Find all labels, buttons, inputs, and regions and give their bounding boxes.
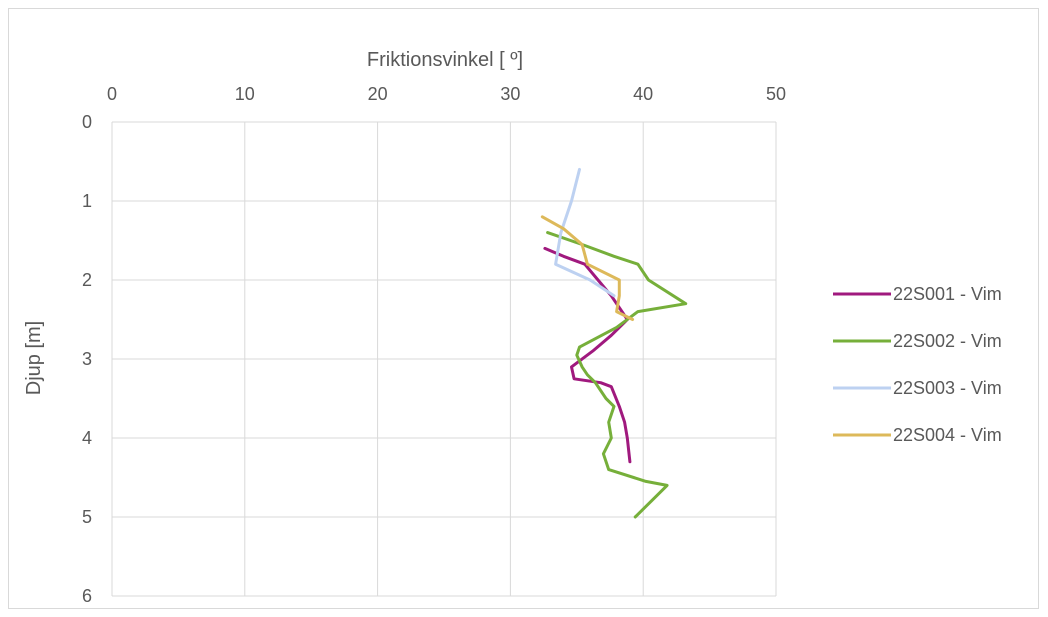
- x-tick-label: 10: [235, 84, 255, 104]
- x-tick-label: 30: [500, 84, 520, 104]
- series-line-22s003-vim: [554, 167, 616, 298]
- x-axis-title: Friktionsvinkel [ º]: [367, 49, 523, 71]
- legend-label: 22S001 - Vim: [893, 284, 1002, 304]
- chart-frame: [8, 8, 1039, 609]
- grid: [111, 121, 777, 597]
- y-tick-label: 4: [82, 428, 92, 448]
- y-tick-label: 0: [82, 112, 92, 132]
- legend: 22S001 - Vim 22S002 - Vim 22S003 - Vim 22S0…: [833, 284, 1002, 445]
- legend-label: 22S002 - Vim: [893, 331, 1002, 351]
- y-tick-label: 2: [82, 270, 92, 290]
- x-tick-labels: 0 10 20 30 40 50: [107, 84, 786, 104]
- x-tick-label: 40: [633, 84, 653, 104]
- x-tick-label: 50: [766, 84, 786, 104]
- series-line-22s002-vim: [546, 231, 688, 519]
- x-tick-label: 20: [368, 84, 388, 104]
- y-axis-title: Djup [m]: [23, 321, 45, 395]
- series-line-22s001-vim: [543, 246, 632, 464]
- x-tick-label: 0: [107, 84, 117, 104]
- y-tick-label: 6: [82, 586, 92, 606]
- series-line-22s004-vim: [540, 215, 635, 321]
- legend-label: 22S004 - Vim: [893, 425, 1002, 445]
- legend-label: 22S003 - Vim: [893, 378, 1002, 398]
- y-tick-label: 1: [82, 191, 92, 211]
- series-lines: [540, 167, 688, 519]
- y-tick-labels: 0 1 2 3 4 5 6: [82, 112, 92, 606]
- y-tick-label: 3: [82, 349, 92, 369]
- y-tick-label: 5: [82, 507, 92, 527]
